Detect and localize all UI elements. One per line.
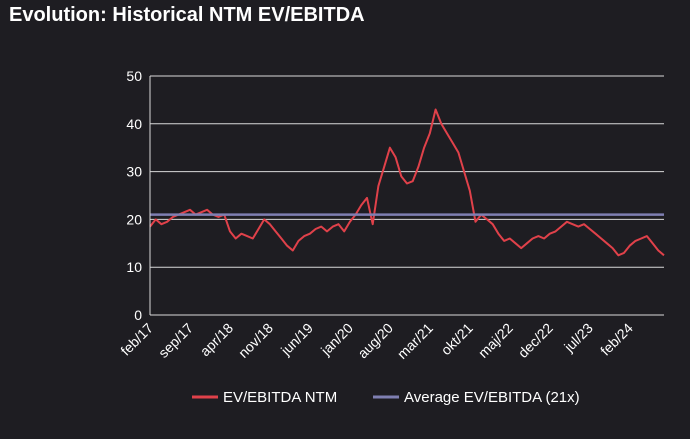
y-tick-label: 50 [126,68,142,84]
series-line-ev-ebitda [149,108,665,257]
series-layer [149,108,665,257]
x-tick-label: jun/19 [277,320,316,359]
x-tick-label: jul/23 [560,320,596,356]
y-tick-label: 30 [126,164,142,180]
x-tick-label: sep/17 [155,320,196,361]
y-tick-label: 0 [134,307,142,323]
y-tick-label: 10 [126,259,142,275]
x-tick-label: dec/22 [515,320,556,361]
x-tick-label: maj/22 [475,320,516,361]
x-tick-label: feb/17 [117,320,156,359]
gridlines [150,75,664,316]
x-tick-label: aug/20 [354,320,396,362]
x-tick-label: nov/18 [235,320,276,361]
x-tick-label: okt/21 [438,320,476,358]
x-tick-label: mar/21 [394,320,436,362]
x-tick-label: jan/20 [317,320,356,359]
x-tick-label: feb/24 [597,320,636,359]
y-tick-label: 40 [126,116,142,132]
legend-label-average: Average EV/EBITDA (21x) [404,389,580,406]
page-title: Evolution: Historical NTM EV/EBITDA [9,4,365,26]
y-tick-label: 20 [126,211,142,227]
x-tick-label: apr/18 [197,320,237,360]
legend-label-ev-ebitda: EV/EBITDA NTM [223,389,337,406]
legend: EV/EBITDA NTM Average EV/EBITDA (21x) [192,389,580,406]
